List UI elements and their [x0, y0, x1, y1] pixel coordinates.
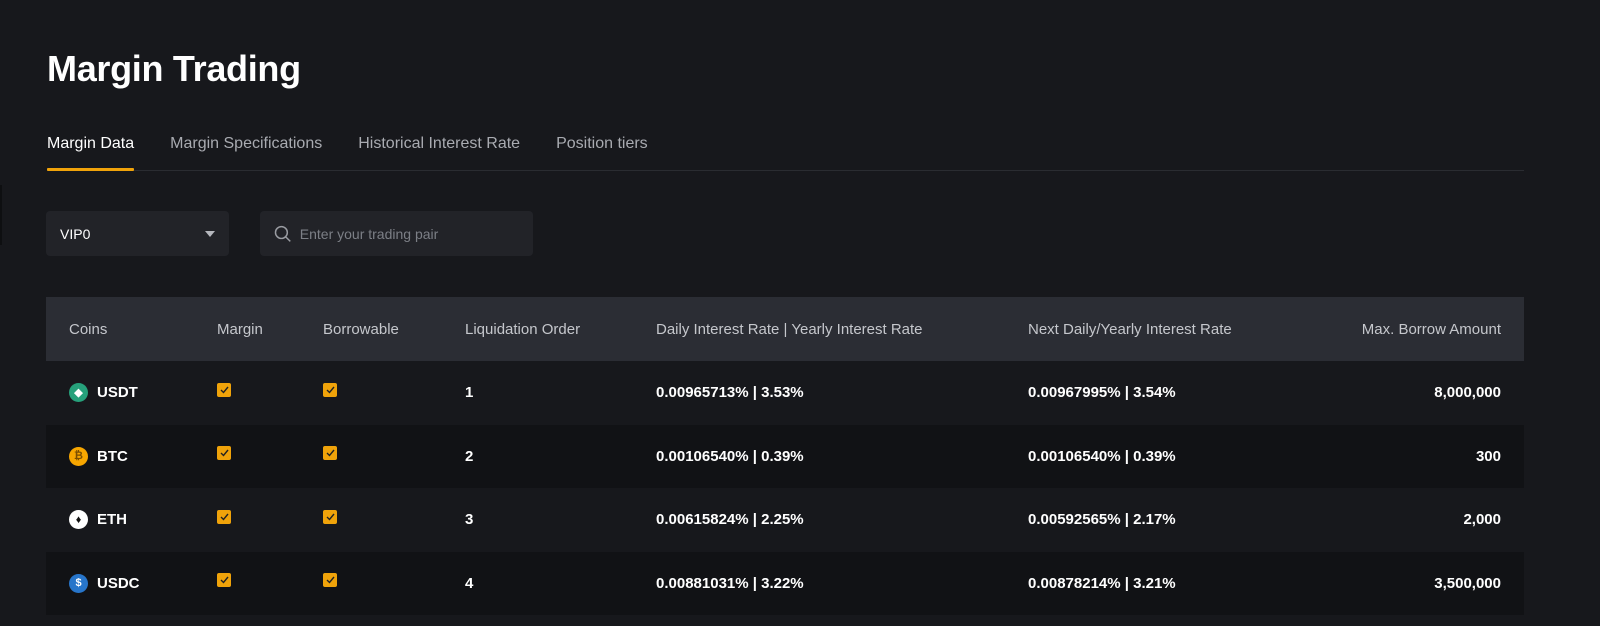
- check-icon: [220, 449, 229, 457]
- table-header: Coins Margin Borrowable Liquidation Orde…: [46, 297, 1524, 361]
- borrowable-checkbox[interactable]: [323, 509, 337, 524]
- borrowable-checkbox[interactable]: [323, 446, 337, 461]
- header-interest-rate: Daily Interest Rate | Yearly Interest Ra…: [656, 320, 923, 338]
- margin-checkbox[interactable]: [217, 509, 231, 524]
- table-row[interactable]: ◆ USDT 1 0.00965713% | 3.53% 0.00967995%…: [46, 361, 1524, 425]
- search-icon: [274, 225, 291, 242]
- coin-cell: ₿ BTC: [69, 446, 217, 466]
- header-next-interest-rate: Next Daily/Yearly Interest Rate: [1028, 320, 1232, 338]
- liquidation-order: 4: [465, 574, 474, 592]
- liquidation-order: 3: [465, 511, 474, 529]
- coin-cell: ♦ ETH: [69, 510, 217, 530]
- coin-name: USDT: [97, 384, 138, 402]
- liquidation-order: 2: [465, 447, 474, 465]
- margin-checkbox[interactable]: [217, 573, 231, 588]
- eth-icon: ♦: [69, 510, 88, 530]
- tab-position-tiers[interactable]: Position tiers: [556, 135, 648, 152]
- next-interest-rate: 0.00878214% | 3.21%: [1028, 574, 1176, 592]
- coin-name: USDC: [97, 574, 140, 592]
- window-edge: [0, 185, 2, 245]
- tab-bar: Margin Data Margin Specifications Histor…: [47, 132, 1524, 171]
- max-borrow-amount: 2,000: [1463, 511, 1501, 529]
- interest-rate: 0.00965713% | 3.53%: [656, 384, 804, 402]
- max-borrow-amount: 8,000,000: [1434, 384, 1501, 402]
- usdc-icon: $: [69, 573, 88, 593]
- liquidation-order: 1: [465, 384, 474, 402]
- table-row[interactable]: ♦ ETH 3 0.00615824% | 2.25% 0.00592565% …: [46, 488, 1524, 552]
- btc-icon: ₿: [69, 446, 88, 466]
- check-icon: [220, 513, 229, 521]
- vip-level-select[interactable]: VIP0: [46, 211, 229, 256]
- coin-cell: $ USDC: [69, 573, 217, 593]
- header-liquidation-order: Liquidation Order: [465, 320, 581, 338]
- max-borrow-amount: 3,500,000: [1434, 574, 1501, 592]
- caret-down-icon: [205, 230, 215, 237]
- margin-checkbox[interactable]: [217, 382, 231, 397]
- header-borrowable: Borrowable: [323, 320, 399, 338]
- tab-margin-data[interactable]: Margin Data: [47, 132, 135, 171]
- header-margin: Margin: [217, 320, 263, 338]
- usdt-icon: ◆: [69, 383, 88, 403]
- tab-historical-interest-rate[interactable]: Historical Interest Rate: [358, 135, 521, 152]
- interest-rate: 0.00881031% | 3.22%: [656, 574, 804, 592]
- table-row[interactable]: ₿ BTC 2 0.00106540% | 0.39% 0.00106540% …: [46, 424, 1524, 488]
- table-row[interactable]: $ USDC 4 0.00881031% | 3.22% 0.00878214%…: [46, 551, 1524, 615]
- search-input[interactable]: [297, 224, 519, 243]
- coin-name: BTC: [97, 447, 128, 465]
- check-icon: [326, 386, 335, 394]
- borrowable-checkbox[interactable]: [323, 382, 337, 397]
- check-icon: [326, 449, 335, 457]
- coin-name: ETH: [97, 511, 127, 529]
- coin-cell: ◆ USDT: [69, 383, 217, 403]
- check-icon: [326, 576, 335, 584]
- max-borrow-amount: 300: [1475, 447, 1501, 465]
- margin-data-table: Coins Margin Borrowable Liquidation Orde…: [46, 297, 1524, 615]
- check-icon: [326, 513, 335, 521]
- page-title: Margin Trading: [47, 48, 301, 89]
- header-max-borrow: Max. Borrow Amount: [1361, 320, 1501, 338]
- trading-pair-search[interactable]: [260, 211, 533, 256]
- next-interest-rate: 0.00106540% | 0.39%: [1028, 447, 1176, 465]
- borrowable-checkbox[interactable]: [323, 573, 337, 588]
- check-icon: [220, 386, 229, 394]
- next-interest-rate: 0.00592565% | 2.17%: [1028, 511, 1176, 529]
- header-coins: Coins: [69, 320, 108, 338]
- tab-margin-specifications[interactable]: Margin Specifications: [170, 135, 323, 152]
- vip-level-value: VIP0: [60, 225, 91, 242]
- margin-checkbox[interactable]: [217, 446, 231, 461]
- check-icon: [220, 576, 229, 584]
- interest-rate: 0.00615824% | 2.25%: [656, 511, 804, 529]
- interest-rate: 0.00106540% | 0.39%: [656, 447, 804, 465]
- next-interest-rate: 0.00967995% | 3.54%: [1028, 384, 1176, 402]
